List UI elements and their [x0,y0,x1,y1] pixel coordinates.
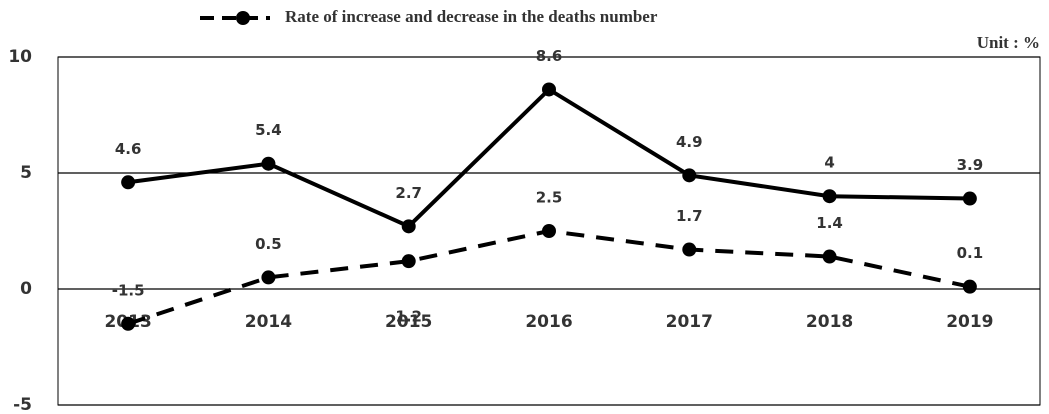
point [261,270,276,285]
data-label: 4 [824,154,834,172]
data-label: 4.6 [115,140,142,158]
unit-label: Unit : % [977,33,1040,52]
point [542,224,556,238]
point [962,191,977,206]
y-tick-label: 10 [8,47,32,67]
legend-marker [236,11,250,25]
x-tick-label: 2015 [385,312,432,332]
x-tick-label: 2017 [666,312,713,332]
x-tick-label: 2019 [946,312,993,332]
data-label: 1.7 [676,207,703,225]
point [542,82,556,97]
point [121,175,136,190]
legend-label: Rate of increase and decrease in the dea… [285,7,658,26]
x-tick-label: 2014 [245,312,292,332]
point [822,249,837,264]
data-label: 3.9 [957,156,984,174]
data-label: 1.4 [816,214,843,232]
data-label: 2.5 [536,189,563,207]
data-label: 0.5 [255,235,282,253]
y-tick-label: 0 [20,279,32,299]
point [682,242,697,257]
data-label: 4.9 [676,133,703,151]
point [401,254,416,269]
x-tick-label: 2016 [525,312,572,332]
point [682,168,697,183]
data-label: 2.7 [395,184,422,202]
point [261,156,276,171]
x-tick-label: 2018 [806,312,853,332]
data-label: -1.5 [112,281,145,299]
y-tick-label: -5 [13,395,32,414]
data-label: 8.6 [536,47,563,65]
point [121,316,136,331]
point [401,219,416,234]
data-label: 1.2 [395,308,422,326]
point [822,189,837,204]
data-label: 5.4 [255,121,282,139]
y-tick-label: 5 [20,163,32,183]
point [962,279,977,294]
data-label: 0.1 [957,244,984,262]
